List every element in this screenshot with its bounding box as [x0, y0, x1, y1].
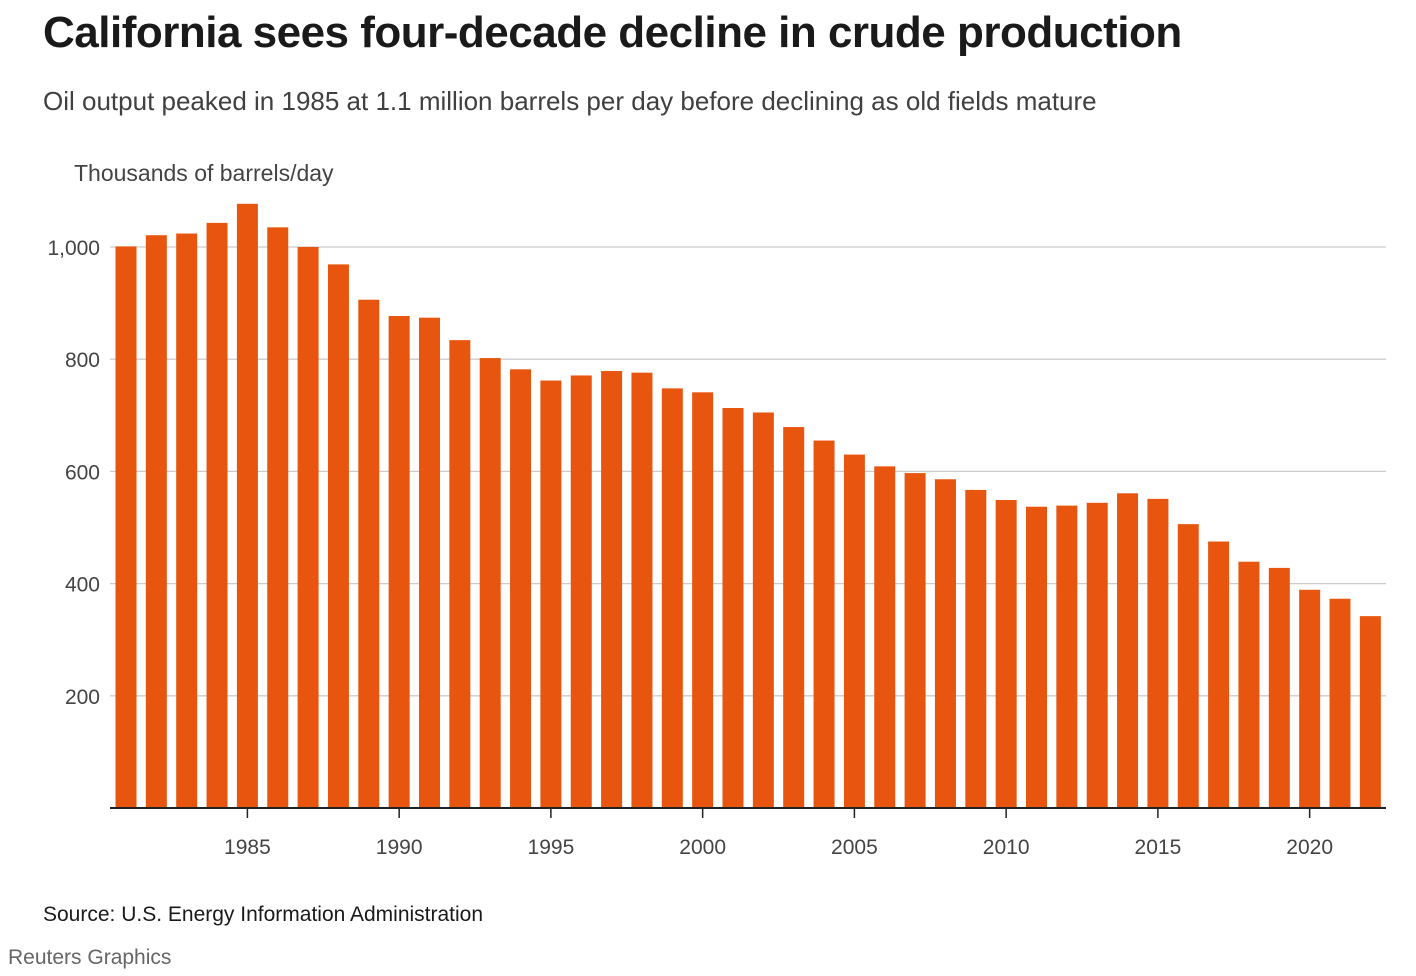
bar-2013	[1086, 502, 1108, 808]
x-tick-label: 2010	[983, 836, 1030, 859]
y-tick-label: 200	[65, 686, 100, 709]
bar-1992	[449, 340, 471, 808]
bar-2019	[1268, 567, 1290, 808]
y-axis-label: Thousands of barrels/day	[74, 160, 334, 186]
bar-1981	[115, 246, 137, 809]
bar-1996	[570, 375, 592, 808]
bar-2005	[843, 454, 865, 808]
bar-1983	[176, 233, 198, 808]
bar-1982	[145, 235, 167, 808]
bar-2001	[722, 408, 744, 808]
bar-2011	[1026, 506, 1047, 808]
bar-2015	[1147, 498, 1169, 808]
bar-1989	[358, 299, 380, 808]
source-note: Source: U.S. Energy Information Administ…	[43, 903, 484, 926]
x-tick-label: 1995	[528, 836, 575, 859]
bar-2008	[934, 479, 956, 808]
bar-1990	[388, 316, 410, 808]
y-axis-ticks: 200 400 600 800 1,000	[47, 237, 100, 709]
bar-2022	[1359, 616, 1381, 808]
bar-1997	[601, 370, 623, 808]
x-tick-label: 2000	[679, 836, 726, 859]
bar-2012	[1056, 505, 1078, 808]
bar-1985	[236, 203, 258, 809]
bar-2018	[1238, 561, 1260, 808]
bar-2017	[1208, 541, 1230, 808]
bar-1994	[510, 369, 532, 808]
chart-title: California sees four-decade decline in c…	[43, 8, 1182, 57]
chart-subtitle: Oil output peaked in 1985 at 1.1 million…	[43, 86, 1097, 116]
x-tick-label: 2015	[1135, 836, 1182, 859]
x-tick-label: 1985	[224, 836, 271, 859]
bar-2000	[692, 392, 714, 808]
x-tick-label: 2020	[1286, 836, 1333, 859]
x-tick-label: 2005	[831, 836, 878, 859]
bar-2010	[995, 500, 1017, 808]
bar-2006	[874, 466, 896, 808]
credit-note: Reuters Graphics	[8, 946, 172, 969]
bar-1995	[540, 380, 562, 808]
bar-2021	[1329, 598, 1351, 808]
x-axis-ticks: 1985 1990 1995 2000 2005 2010 2015 2020	[224, 808, 1333, 859]
bar-1999	[661, 388, 683, 808]
bar-2014	[1117, 493, 1139, 808]
bar-2009	[965, 489, 987, 808]
bar-1988	[327, 264, 349, 808]
bar-1991	[419, 317, 440, 808]
bar-1987	[297, 247, 319, 808]
x-tick-label: 1990	[376, 836, 423, 859]
bar-1986	[267, 227, 289, 809]
bar-1998	[631, 372, 653, 808]
y-tick-label: 800	[65, 349, 100, 372]
gridlines	[110, 246, 1386, 697]
bar-2002	[752, 412, 774, 808]
bar-2020	[1299, 589, 1321, 808]
bar-1984	[206, 222, 228, 808]
bars	[115, 203, 1381, 809]
bar-2016	[1177, 524, 1199, 808]
y-tick-label: 600	[65, 461, 100, 484]
bar-2007	[904, 473, 926, 808]
y-tick-label: 400	[65, 574, 100, 597]
bar-1993	[479, 358, 501, 808]
bar-2004	[813, 440, 835, 808]
bar-2003	[783, 427, 805, 808]
y-tick-label: 1,000	[47, 237, 100, 260]
